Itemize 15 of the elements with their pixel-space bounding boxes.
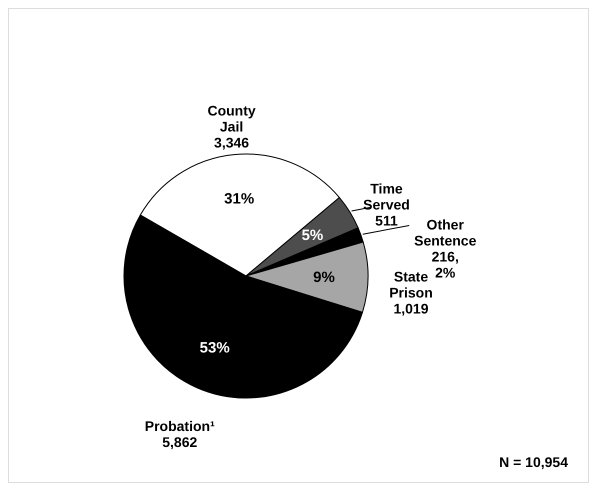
text: 31% — [224, 190, 254, 208]
text: 5% — [302, 227, 324, 244]
slice-label: County Jail — [207, 102, 256, 135]
data-label: 1,019 — [393, 300, 429, 317]
slice-label: Other Sentence — [414, 216, 477, 248]
text: 9% — [313, 268, 335, 286]
data-label: 5,862 — [162, 434, 198, 450]
text: N = 10,954 — [499, 454, 568, 470]
slice-label: Time Served — [363, 180, 410, 212]
data-label: 216, 2% — [432, 248, 459, 280]
slice-label: State Prison — [389, 268, 433, 301]
data-label: 3,346 — [214, 134, 250, 151]
slice-label: Probation¹ — [144, 418, 216, 434]
text: 53% — [200, 339, 230, 356]
data-label: 511 — [375, 212, 398, 228]
